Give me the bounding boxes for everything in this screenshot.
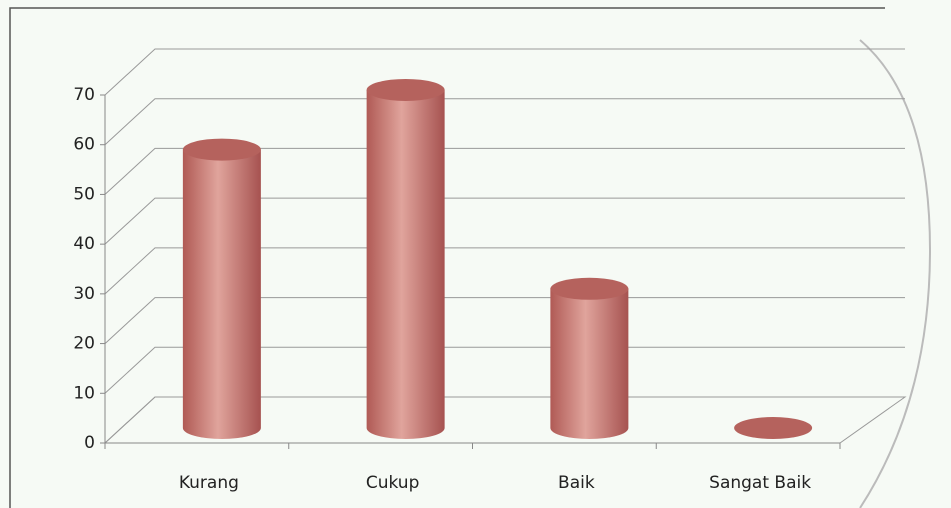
bar [366,78,445,439]
y-tick-label: 50 [73,184,95,204]
grid-line [104,346,905,394]
grid-line [104,98,905,146]
frame-curve [859,39,932,508]
x-tick-label: Baik [558,473,595,493]
y-tick-label: 70 [73,85,95,105]
y-tick-label: 40 [73,234,95,254]
y-tick-label: 0 [84,433,95,453]
y-tick-label: 60 [73,135,95,155]
bar [182,138,261,439]
cylinder-top [550,277,629,300]
grid-line [104,147,905,195]
y-tick-label: 10 [73,383,95,403]
cylinder-top [734,417,813,439]
x-tick-label: Kurang [179,473,239,493]
grid-line [104,396,905,444]
cylinder-body [182,149,261,439]
grid-line [104,197,905,245]
x-tick-label: Sangat Baik [709,473,811,493]
bar [550,277,629,439]
frame [9,7,885,508]
cylinder-top [366,78,445,101]
grid-line [104,247,905,295]
cylinder-body [550,288,629,439]
y-tick-label: 30 [73,284,95,304]
y-tick-label: 20 [73,334,95,354]
cylinder-top [182,138,261,161]
grid-line [104,297,905,344]
bar [734,417,813,439]
grid-line [104,48,905,96]
x-tick-label: Cukup [366,473,420,493]
cylinder-body [366,89,445,439]
